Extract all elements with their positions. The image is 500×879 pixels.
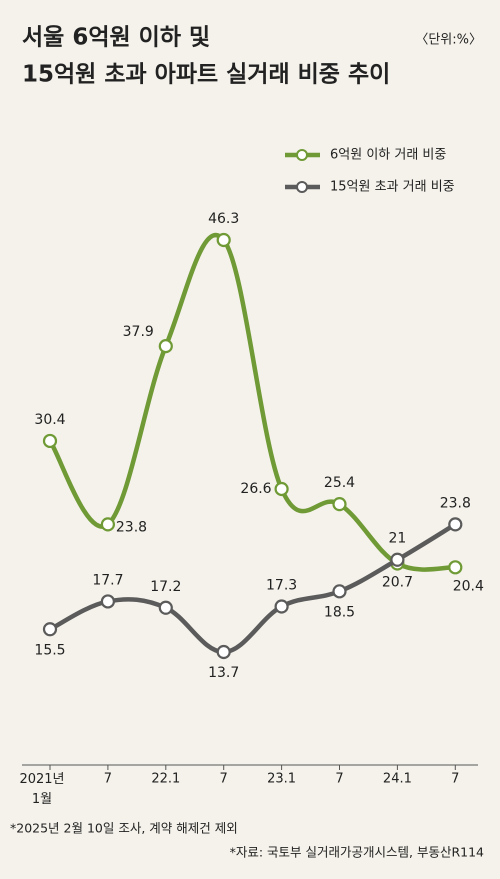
data-point: [100, 594, 116, 609]
data-label: 17.2: [150, 579, 181, 595]
chart-title: 15억원 초과 아파트 실거래 비중 추이: [22, 62, 390, 88]
data-label: 20.7: [382, 575, 413, 591]
data-label: 30.4: [34, 412, 65, 428]
x-tick-label: 23.1: [267, 772, 296, 787]
data-label: 17.7: [92, 572, 123, 588]
legend-marker: [296, 149, 308, 161]
data-label: 13.7: [208, 665, 239, 681]
x-tick-label: 7: [104, 772, 112, 787]
data-point: [158, 600, 173, 615]
data-label: 26.6: [240, 481, 271, 497]
chart-title: 서울 6억원 이하 및: [22, 25, 210, 51]
data-label: 18.5: [324, 604, 355, 620]
data-label: 17.3: [266, 578, 297, 594]
data-label: 20.4: [453, 578, 484, 594]
data-point: [216, 232, 231, 248]
data-label: 21: [388, 531, 406, 547]
data-point: [100, 517, 116, 532]
data-label: 46.3: [208, 211, 239, 227]
data-point: [274, 599, 289, 614]
x-tick-label: 24.1: [383, 772, 412, 787]
data-point: [448, 560, 463, 575]
x-tick-label: 2021년 1월: [19, 772, 64, 807]
x-tick-label: 7: [451, 772, 459, 787]
data-point: [274, 481, 289, 497]
x-tick-label: 7: [335, 772, 343, 787]
source: *자료: 국토부 실거래가공개시스템, 부동산R114: [230, 845, 484, 860]
footnote: *2025년 2월 10일 조사, 계약 해제건 제외: [10, 821, 238, 836]
x-tick-label: 22.1: [151, 772, 180, 787]
data-point: [448, 517, 463, 532]
data-label: 37.9: [123, 324, 154, 340]
data-point: [42, 433, 58, 449]
legend-label: 6억원 이하 거래 비중: [330, 148, 446, 163]
data-point: [390, 552, 405, 567]
data-label: 25.4: [324, 475, 355, 491]
x-tick-label: 7: [220, 772, 228, 787]
series-line: [47, 232, 458, 572]
data-label: 23.8: [440, 495, 471, 511]
data-label: 23.8: [116, 519, 147, 535]
data-point: [42, 622, 58, 637]
data-label: 15.5: [34, 642, 65, 658]
legend-label: 15억원 초과 거래 비중: [330, 180, 455, 195]
data-point: [216, 644, 231, 660]
data-point: [158, 339, 173, 354]
unit-label: 〈단위:%〉: [415, 33, 482, 48]
data-point: [332, 584, 347, 599]
data-point: [332, 497, 347, 512]
legend-marker: [296, 181, 308, 193]
